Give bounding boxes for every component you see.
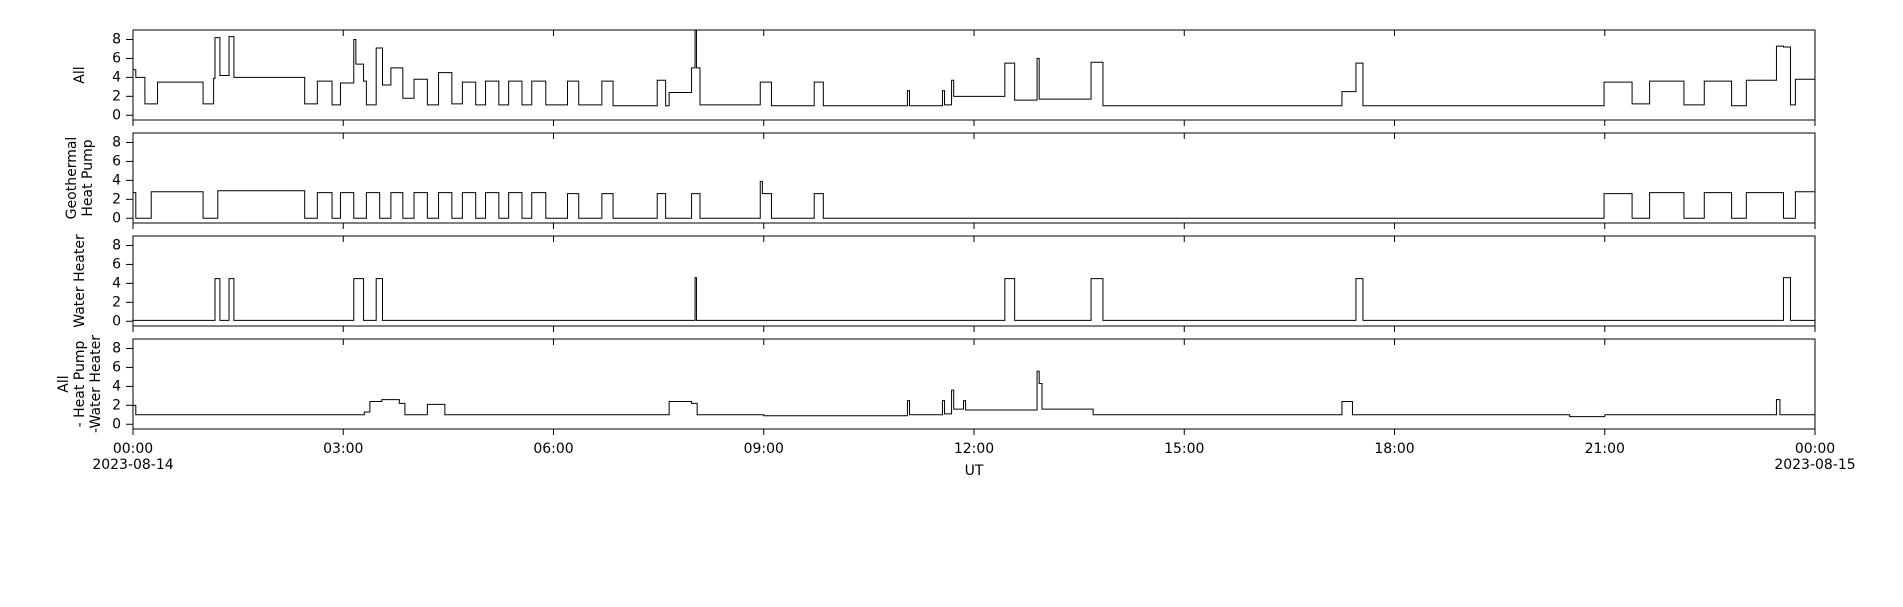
y-axis-label: -Water Heater bbox=[88, 335, 104, 433]
y-tick-label: 0 bbox=[112, 313, 121, 329]
x-tick-label: 12:00 bbox=[954, 441, 994, 457]
y-tick-label: 0 bbox=[112, 107, 121, 123]
y-axis-label: Water Heater bbox=[72, 234, 88, 328]
panel-frame bbox=[132, 132, 1816, 224]
x-tick-label: 00:00 bbox=[1795, 441, 1835, 457]
y-axis-label: All bbox=[56, 375, 72, 392]
y-tick-label: 8 bbox=[112, 134, 121, 150]
x-tick-label: 00:00 bbox=[113, 441, 153, 457]
y-axis-label: Geothermal bbox=[64, 137, 80, 220]
y-tick-label: 8 bbox=[112, 237, 121, 253]
x-tick-label: 21:00 bbox=[1585, 441, 1625, 457]
x-date-label: 2023-08-15 bbox=[1774, 457, 1855, 473]
y-tick-label: 6 bbox=[112, 153, 121, 169]
y-tick-label: 8 bbox=[112, 31, 121, 47]
trace bbox=[133, 180, 1815, 219]
x-tick-label: 06:00 bbox=[533, 441, 573, 457]
y-tick-label: 4 bbox=[112, 275, 121, 291]
y-tick-label: 2 bbox=[112, 397, 121, 413]
x-axis-label: UT bbox=[965, 463, 984, 479]
y-tick-label: 6 bbox=[112, 256, 121, 272]
panel-frame bbox=[132, 338, 1816, 430]
y-tick-label: 2 bbox=[112, 294, 121, 310]
panel-frame bbox=[132, 235, 1816, 327]
y-axis-label: All bbox=[72, 66, 88, 83]
x-tick-label: 09:00 bbox=[744, 441, 784, 457]
y-tick-label: 0 bbox=[112, 416, 121, 432]
panel-frame bbox=[132, 29, 1816, 121]
x-date-label: 2023-08-14 bbox=[92, 457, 173, 473]
y-tick-label: 2 bbox=[112, 191, 121, 207]
y-tick-label: 4 bbox=[112, 69, 121, 85]
x-tick-label: 15:00 bbox=[1164, 441, 1204, 457]
y-axis-label: Heat Pump bbox=[80, 139, 96, 216]
y-tick-label: 2 bbox=[112, 88, 121, 104]
x-tick-label: 03:00 bbox=[323, 441, 363, 457]
y-tick-label: 6 bbox=[112, 359, 121, 375]
y-tick-label: 4 bbox=[112, 172, 121, 188]
y-tick-label: 4 bbox=[112, 378, 121, 394]
y-axis-label: - Heat Pump bbox=[72, 341, 88, 428]
y-tick-label: 6 bbox=[112, 50, 121, 66]
trace bbox=[133, 29, 1815, 107]
trace bbox=[133, 370, 1815, 418]
y-tick-label: 0 bbox=[112, 210, 121, 226]
y-tick-label: 8 bbox=[112, 340, 121, 356]
trace bbox=[133, 277, 1815, 321]
x-tick-label: 18:00 bbox=[1374, 441, 1414, 457]
